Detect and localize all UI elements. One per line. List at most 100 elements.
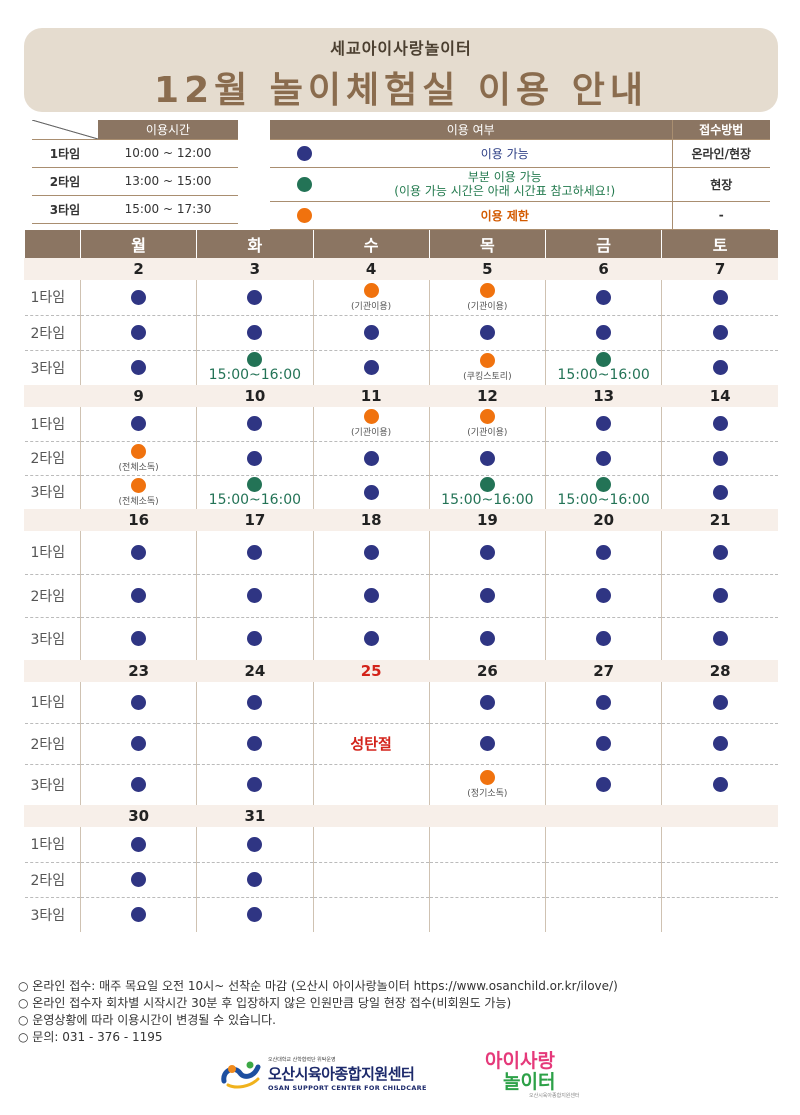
available-dot-icon <box>712 736 728 751</box>
date-cell: 14 <box>661 385 778 407</box>
restricted-dot-icon <box>131 477 147 493</box>
slot-cell-content <box>81 694 196 710</box>
restricted-dot-icon <box>363 409 379 425</box>
date-cell <box>428 805 546 827</box>
slot-cell <box>428 862 546 898</box>
slot-cell-content: 15:00~16:00 <box>197 476 312 508</box>
time-row: 3타임 15:00 ~ 17:30 <box>32 195 238 224</box>
slot-cell: (기관이용) <box>312 280 430 316</box>
date-cell: 17 <box>196 509 313 531</box>
slot-cell <box>661 617 778 660</box>
slot-cell-content <box>81 631 196 647</box>
slot-label: 3타임 <box>30 631 66 648</box>
slot-cell <box>661 475 778 509</box>
slot-cell-content <box>197 694 312 710</box>
slot-cell: (전체소독) <box>79 475 197 509</box>
slot-cell <box>79 897 197 932</box>
available-dot-icon <box>247 325 263 340</box>
slot-cell-content <box>81 872 196 887</box>
holiday-label: 성탄절 <box>350 735 392 753</box>
slot-cell-content <box>197 325 312 340</box>
slot-cell <box>661 862 778 898</box>
slot-cell-content <box>546 736 661 751</box>
slot-cell-content <box>430 325 545 340</box>
play-logo-bottom: 놀이터 <box>503 1071 556 1093</box>
slot-cell-content <box>81 777 196 793</box>
slot-cell-content <box>314 544 429 560</box>
date-cell: 18 <box>312 509 430 531</box>
slot-cell: 15:00~16:00 <box>544 350 662 385</box>
slot-cell-content <box>197 450 312 466</box>
footer-note: 온라인 접수자 회차별 시작시간 30분 후 입장하지 않은 인원만큼 당일 현… <box>18 995 788 1012</box>
slot-cell <box>196 764 313 805</box>
legend-header-method: 접수방법 <box>671 120 770 140</box>
restriction-note: (전체소독) <box>118 462 159 473</box>
childcare-center-logo: 오산대학교 산학협력단 위탁운영 오산시육아종합지원센터 OSAN SUPPOR… <box>220 1056 427 1092</box>
available-dot-icon <box>479 544 495 560</box>
available-dot-icon <box>712 631 728 647</box>
partial-time-text: 15:00~16:00 <box>208 367 302 384</box>
available-dot-icon <box>247 588 263 603</box>
available-dot-icon <box>247 777 263 793</box>
available-dot-icon <box>247 872 263 887</box>
slot-label: 3타임 <box>30 777 66 794</box>
slot-cell <box>428 827 546 863</box>
available-dot-icon <box>479 694 495 710</box>
date-cell: 6 <box>544 258 662 280</box>
slot-cell-content <box>314 450 429 466</box>
slot-cell-content <box>546 416 661 432</box>
time-row: 1타임 10:00 ~ 12:00 <box>32 139 238 168</box>
available-dot-icon <box>712 450 728 466</box>
restriction-note: (기관이용) <box>351 428 392 439</box>
available-dot-icon <box>247 450 263 466</box>
partial-time-text: 15:00~16:00 <box>557 367 650 384</box>
partial-dot-icon <box>596 352 612 368</box>
weekday-header-blank <box>24 230 81 258</box>
slot-cell <box>196 827 313 863</box>
date-cell: 12 <box>428 385 546 407</box>
slot-cell-content: (기관이용) <box>314 282 429 312</box>
date-cell: 5 <box>428 258 546 280</box>
slot-cell <box>661 407 778 442</box>
slot-cell: (쿠킹스토리) <box>428 350 546 385</box>
available-dot-icon <box>247 736 263 751</box>
slot-cell-content <box>81 325 196 340</box>
available-dot-icon <box>712 777 728 793</box>
slot-cell: 15:00~16:00 <box>196 350 313 385</box>
available-dot-icon <box>712 325 728 340</box>
available-dot-icon <box>131 836 147 852</box>
available-dot-icon <box>596 631 612 647</box>
slot-cell-content: (전체소독) <box>81 477 196 507</box>
available-dot-icon <box>712 360 728 376</box>
slot-cell-content <box>197 736 312 751</box>
slot-cell-content: (기관이용) <box>430 282 545 312</box>
available-dot-icon <box>479 736 495 751</box>
restriction-note: (기관이용) <box>467 428 508 439</box>
slot-label: 1타임 <box>24 407 81 442</box>
slot-cell <box>544 531 662 575</box>
available-dot-icon <box>131 416 147 432</box>
partial-time-text: 15:00~16:00 <box>557 491 650 508</box>
slot-cell <box>544 617 662 660</box>
slot-cell-content <box>314 484 429 500</box>
restriction-note: (전체소독) <box>118 496 159 507</box>
slot-cell-content <box>81 907 196 923</box>
slot-cell-content <box>430 544 545 560</box>
legend-text-sub: (이용 가능 시간은 아래 시간표 참고하세요!) <box>394 184 616 198</box>
green-dot-icon <box>296 176 312 192</box>
date-cell <box>312 805 430 827</box>
weekday-header: 화 <box>196 230 313 258</box>
slot-label: 3타임 <box>30 907 66 924</box>
slot-row: 1타임 <box>24 531 778 575</box>
slot-row: 1타임 <box>24 827 778 863</box>
weekday-header: 목 <box>428 230 546 258</box>
slot-cell-content <box>81 836 196 852</box>
slot-cell-content <box>430 631 545 647</box>
page-title: 12월 놀이체험실 이용 안내 <box>154 70 648 111</box>
slot-cell <box>196 682 313 724</box>
slot-cell <box>196 441 313 476</box>
slot-label: 3타임 <box>30 485 66 502</box>
slot-cell-content <box>430 694 545 710</box>
slot-cell-content <box>662 416 778 432</box>
slot-row: 3타임 <box>25 617 778 660</box>
